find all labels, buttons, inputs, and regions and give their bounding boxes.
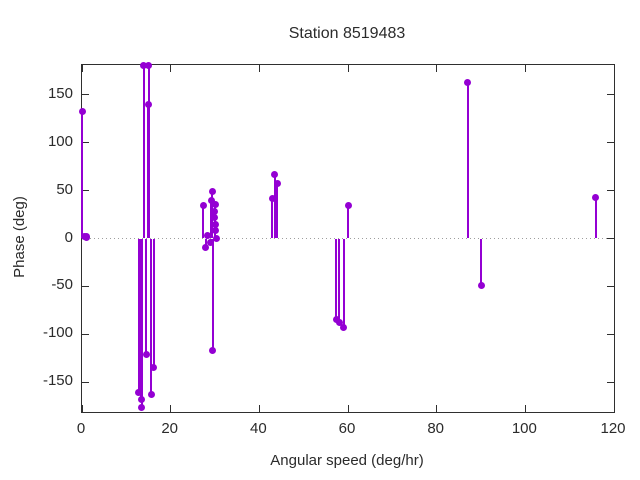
data-stem <box>335 238 338 320</box>
x-tick-label: 20 <box>161 420 178 437</box>
y-tick-label: 150 <box>47 84 73 102</box>
x-tick <box>524 405 526 412</box>
x-tick-label: 40 <box>249 420 267 437</box>
data-point <box>140 62 148 70</box>
data-stem <box>594 197 597 239</box>
x-tick <box>170 405 172 412</box>
y-tick-label: -150 <box>42 372 73 390</box>
y-tick-label: 50 <box>56 180 73 198</box>
data-point <box>273 180 281 188</box>
x-tick-label: 80 <box>427 420 444 437</box>
x-tick-mirror <box>258 65 260 72</box>
data-point <box>477 281 485 289</box>
data-point <box>202 243 210 251</box>
data-stem <box>214 204 217 239</box>
x-tick-label: 0 <box>76 420 86 437</box>
data-stem <box>147 65 150 239</box>
data-point <box>271 170 279 178</box>
x-tick-mirror <box>347 65 349 72</box>
y-tick-mirror <box>607 142 614 144</box>
data-point <box>150 364 158 372</box>
data-stem <box>204 238 207 248</box>
y-tick-label: 0 <box>64 228 73 246</box>
x-axis-label: Angular speed (deg/hr) <box>270 452 424 469</box>
data-stem <box>347 205 349 239</box>
data-stem <box>342 238 345 328</box>
x-tick-mirror <box>81 65 83 72</box>
data-stem <box>140 238 143 408</box>
data-point <box>268 194 276 202</box>
data-stem <box>202 205 205 239</box>
x-tick-mirror <box>613 65 615 72</box>
data-point <box>78 108 86 116</box>
x-tick <box>258 405 260 412</box>
data-point <box>204 232 212 240</box>
data-stem <box>273 174 276 239</box>
data-point <box>344 202 352 210</box>
data-stem <box>137 238 140 393</box>
x-tick-label: 120 <box>600 420 626 437</box>
data-point <box>208 188 216 196</box>
data-stem <box>466 82 469 239</box>
data-stem <box>81 111 84 239</box>
data-point <box>340 324 348 332</box>
y-tick-mirror <box>607 285 614 287</box>
data-point <box>213 235 221 242</box>
data-stem <box>480 238 482 286</box>
y-tick <box>82 190 89 192</box>
data-point <box>211 201 219 209</box>
data-stem <box>150 238 153 395</box>
chart-title: Station 8519483 <box>288 25 406 42</box>
data-point <box>142 350 150 358</box>
x-tick-mirror <box>170 65 172 72</box>
data-stem <box>152 238 155 368</box>
data-stem <box>276 183 279 239</box>
data-point <box>592 193 600 201</box>
y-tick-mirror <box>607 238 614 239</box>
y-tick-mirror <box>607 94 614 96</box>
x-tick-label: 100 <box>511 420 537 437</box>
x-tick-mirror <box>524 65 526 72</box>
zero-line <box>82 238 614 239</box>
x-tick <box>81 405 83 412</box>
x-tick <box>347 405 349 412</box>
x-tick <box>613 405 615 412</box>
y-tick-mirror <box>607 190 614 192</box>
x-tick-mirror <box>436 65 438 72</box>
data-stem <box>145 238 148 355</box>
data-point <box>199 202 207 210</box>
data-point <box>464 78 472 86</box>
y-tick-label: -50 <box>51 276 73 294</box>
data-point <box>209 347 217 355</box>
y-tick <box>82 142 89 144</box>
data-stem <box>271 198 274 239</box>
data-point <box>335 319 343 327</box>
data-point <box>147 391 155 399</box>
data-stem <box>338 238 341 323</box>
y-tick-mirror <box>607 381 614 383</box>
y-tick <box>82 381 89 383</box>
x-tick <box>436 405 438 412</box>
y-tick-mirror <box>607 333 614 335</box>
plot-area <box>78 62 615 413</box>
y-tick-label: 100 <box>47 132 73 150</box>
data-point <box>135 389 143 397</box>
data-stem <box>142 65 145 239</box>
data-point <box>83 233 91 241</box>
data-point <box>207 238 215 246</box>
data-point <box>138 403 146 411</box>
y-tick <box>82 285 89 287</box>
y-tick <box>82 94 89 96</box>
data-stem <box>211 238 214 351</box>
data-point <box>145 62 153 70</box>
x-tick-label: 60 <box>338 420 356 437</box>
y-tick-label: -100 <box>42 324 73 342</box>
y-tick <box>82 333 89 335</box>
